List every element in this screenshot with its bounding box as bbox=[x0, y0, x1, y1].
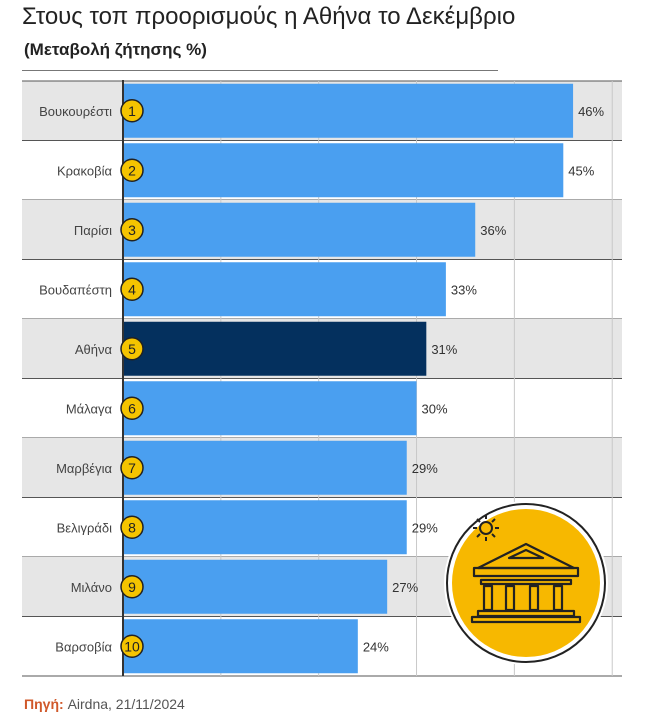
category-label: Αθήνα bbox=[75, 342, 113, 357]
rank-badge bbox=[120, 158, 144, 182]
data-label: 29% bbox=[412, 461, 438, 476]
temple-columns-icon bbox=[470, 542, 582, 624]
source-text: Airdna, 21/11/2024 bbox=[67, 696, 185, 712]
category-label: Βουκουρέστι bbox=[39, 104, 112, 119]
data-label: 46% bbox=[578, 104, 604, 119]
rank-badge bbox=[120, 634, 144, 658]
chart-subtitle: (Μεταβολή ζήτησης %) bbox=[24, 40, 207, 59]
source-note: Πηγή: Airdna, 21/11/2024 bbox=[24, 696, 185, 712]
bar bbox=[123, 500, 407, 555]
bar bbox=[123, 619, 358, 674]
bar bbox=[123, 440, 407, 495]
rank-badge bbox=[120, 218, 144, 242]
data-label: 31% bbox=[431, 342, 457, 357]
rank-number: 9 bbox=[128, 579, 136, 595]
rank-badge bbox=[120, 99, 144, 123]
title-divider bbox=[22, 70, 498, 71]
category-label: Βελιγράδι bbox=[57, 520, 113, 535]
data-label: 45% bbox=[568, 163, 594, 178]
rank-badge bbox=[120, 277, 144, 301]
chart-title: Στους τοπ προορισμούς η Αθήνα το Δεκέμβρ… bbox=[22, 3, 516, 30]
rank-number: 5 bbox=[128, 341, 136, 357]
rank-badge bbox=[120, 515, 144, 539]
bar bbox=[123, 262, 446, 317]
category-label: Βουδαπέστη bbox=[39, 282, 112, 297]
parthenon-icon bbox=[444, 501, 608, 665]
category-label: Βαρσοβία bbox=[55, 639, 112, 654]
rank-number: 4 bbox=[128, 281, 136, 297]
rank-number: 8 bbox=[128, 519, 136, 535]
bar-chart: 46% Βουκουρέστι 1 45% Κρακοβία 2 36% Παρίσι 3 33%… bbox=[22, 80, 622, 677]
rank-badge bbox=[120, 575, 144, 599]
rank-number: 7 bbox=[128, 460, 136, 476]
bar bbox=[123, 381, 417, 436]
labels: 46% Βουκουρέστι 1 45% Κρακοβία 2 36% Παρίσι 3 33%… bbox=[39, 99, 605, 658]
sun-icon bbox=[473, 515, 499, 541]
category-label: Κρακοβία bbox=[57, 163, 113, 178]
category-label: Μαρβέγια bbox=[56, 461, 112, 476]
bar bbox=[123, 143, 564, 198]
data-label: 33% bbox=[451, 282, 477, 297]
data-label: 30% bbox=[422, 401, 448, 416]
data-label: 29% bbox=[412, 520, 438, 535]
rank-number: 2 bbox=[128, 162, 136, 178]
bars bbox=[123, 83, 574, 674]
bar bbox=[123, 321, 427, 376]
rank-number: 10 bbox=[124, 638, 140, 654]
category-label: Μάλαγα bbox=[66, 401, 113, 416]
category-label: Μιλάνο bbox=[71, 580, 112, 595]
rank-number: 1 bbox=[128, 103, 136, 119]
bar bbox=[123, 83, 574, 138]
bar bbox=[123, 559, 388, 614]
rank-badge bbox=[120, 396, 144, 420]
rank-number: 3 bbox=[128, 222, 136, 238]
data-label: 27% bbox=[392, 580, 418, 595]
category-label: Παρίσι bbox=[74, 223, 112, 238]
rank-badge bbox=[120, 337, 144, 361]
bar bbox=[123, 202, 476, 257]
rank-number: 6 bbox=[128, 400, 136, 416]
source-label: Πηγή: bbox=[24, 696, 64, 712]
data-label: 36% bbox=[480, 223, 506, 238]
data-label: 24% bbox=[363, 639, 389, 654]
rank-badge bbox=[120, 456, 144, 480]
